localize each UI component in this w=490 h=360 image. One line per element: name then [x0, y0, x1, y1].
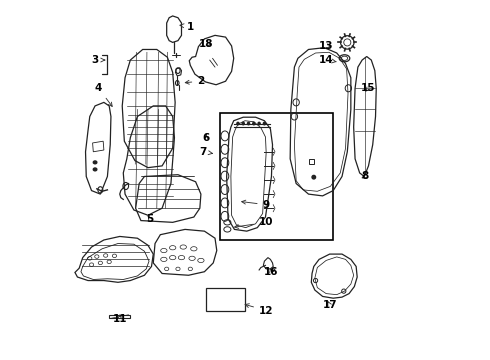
Text: 18: 18	[199, 39, 214, 49]
Text: 9: 9	[242, 200, 270, 210]
Ellipse shape	[237, 122, 239, 125]
Ellipse shape	[312, 175, 316, 179]
Bar	[220, 113, 333, 240]
Text: 5: 5	[146, 214, 153, 224]
Ellipse shape	[93, 161, 97, 164]
Text: 3: 3	[92, 55, 105, 65]
Text: 15: 15	[361, 83, 376, 93]
Ellipse shape	[247, 122, 249, 125]
Text: 8: 8	[361, 171, 368, 181]
Text: 7: 7	[199, 147, 212, 157]
Ellipse shape	[242, 122, 245, 125]
Text: 10: 10	[235, 217, 273, 228]
Text: 12: 12	[245, 304, 273, 315]
Text: 16: 16	[264, 267, 279, 277]
Text: 17: 17	[322, 300, 337, 310]
Ellipse shape	[253, 122, 255, 125]
Text: 14: 14	[319, 55, 336, 65]
Ellipse shape	[258, 122, 260, 125]
Text: 11: 11	[113, 314, 127, 324]
Text: 6: 6	[202, 133, 210, 143]
Ellipse shape	[93, 168, 97, 171]
Text: 2: 2	[185, 76, 204, 86]
Text: 4: 4	[95, 83, 112, 107]
Text: 1: 1	[180, 22, 194, 32]
Text: 13: 13	[319, 41, 333, 51]
Ellipse shape	[263, 122, 266, 125]
